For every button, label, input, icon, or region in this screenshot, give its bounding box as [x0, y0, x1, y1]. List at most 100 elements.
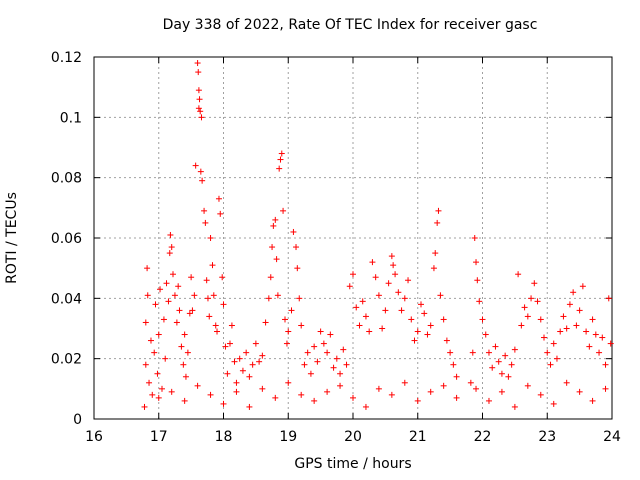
data-point [142, 361, 149, 368]
data-point [196, 96, 203, 103]
data-points [141, 60, 614, 410]
data-point [388, 391, 395, 398]
data-point [434, 219, 441, 226]
y-tick-label: 0 [73, 412, 82, 428]
data-point [573, 322, 580, 329]
data-point [427, 322, 434, 329]
data-point [518, 322, 525, 329]
data-point [324, 349, 331, 356]
data-point [356, 322, 363, 329]
data-point [178, 343, 185, 350]
data-point [596, 349, 603, 356]
data-point [226, 340, 233, 347]
data-point [544, 349, 551, 356]
data-point [430, 265, 437, 272]
data-point [274, 292, 281, 299]
data-point [149, 391, 156, 398]
data-point [537, 316, 544, 323]
data-point [267, 274, 274, 281]
data-point [366, 328, 373, 335]
data-point [607, 340, 614, 347]
data-point [186, 310, 193, 317]
data-point [203, 277, 210, 284]
data-point [298, 391, 305, 398]
data-point [288, 307, 295, 314]
data-point [473, 385, 480, 392]
data-point [583, 328, 590, 335]
data-point [511, 403, 518, 410]
axes: 16 17 18 19 20 21 22 23 24 0 0.02 0.04 0.06 0.08 0.1 0.… [51, 50, 621, 445]
x-tick-label: 21 [409, 429, 427, 445]
data-point [236, 355, 243, 362]
data-point [157, 286, 164, 293]
data-point [154, 370, 161, 377]
data-point [599, 334, 606, 341]
data-point [280, 207, 287, 214]
data-point [602, 361, 609, 368]
data-point [405, 277, 412, 284]
data-point [453, 373, 460, 380]
x-tick-label: 18 [215, 429, 233, 445]
data-point [224, 370, 231, 377]
data-point [401, 379, 408, 386]
data-point [505, 373, 512, 380]
data-point [293, 244, 300, 251]
data-point [443, 337, 450, 344]
data-point [194, 60, 201, 67]
data-point [498, 370, 505, 377]
data-point [435, 207, 442, 214]
data-point [346, 283, 353, 290]
data-point [473, 259, 480, 266]
data-point [589, 397, 596, 404]
data-point [259, 352, 266, 359]
data-point [495, 358, 502, 365]
data-point [144, 292, 151, 299]
data-point [375, 292, 382, 299]
data-point [553, 355, 560, 362]
data-point [343, 361, 350, 368]
data-point [252, 340, 259, 347]
data-point [278, 150, 285, 157]
data-point [432, 250, 439, 257]
data-point [270, 222, 277, 229]
data-point [392, 271, 399, 278]
y-tick-label: 0.06 [51, 231, 82, 247]
data-point [485, 397, 492, 404]
data-point [437, 292, 444, 299]
data-point [273, 256, 280, 263]
data-point [160, 316, 167, 323]
data-point [282, 316, 289, 323]
x-tick-label: 23 [538, 429, 556, 445]
data-point [173, 319, 180, 326]
data-point [534, 298, 541, 305]
data-point [151, 349, 158, 356]
data-point [191, 292, 198, 299]
data-point [379, 325, 386, 332]
data-point [165, 298, 172, 305]
data-point [498, 388, 505, 395]
data-point [220, 301, 227, 308]
data-point [199, 177, 206, 184]
data-point [307, 370, 314, 377]
data-point [375, 385, 382, 392]
data-point [471, 235, 478, 241]
data-point [214, 328, 221, 335]
data-point [474, 277, 481, 284]
data-point [155, 394, 162, 401]
data-point [180, 361, 187, 368]
data-point [198, 114, 205, 121]
data-point [298, 322, 305, 329]
data-point [311, 343, 318, 350]
data-point [194, 382, 201, 389]
data-point [181, 397, 188, 404]
data-point [147, 337, 154, 344]
data-point [262, 319, 269, 326]
data-point [142, 319, 149, 326]
data-point [162, 355, 169, 362]
y-tick-label: 0.12 [51, 50, 82, 66]
data-point [592, 331, 599, 338]
data-point [398, 307, 405, 314]
x-tick-label: 22 [474, 429, 492, 445]
data-point [219, 274, 226, 281]
